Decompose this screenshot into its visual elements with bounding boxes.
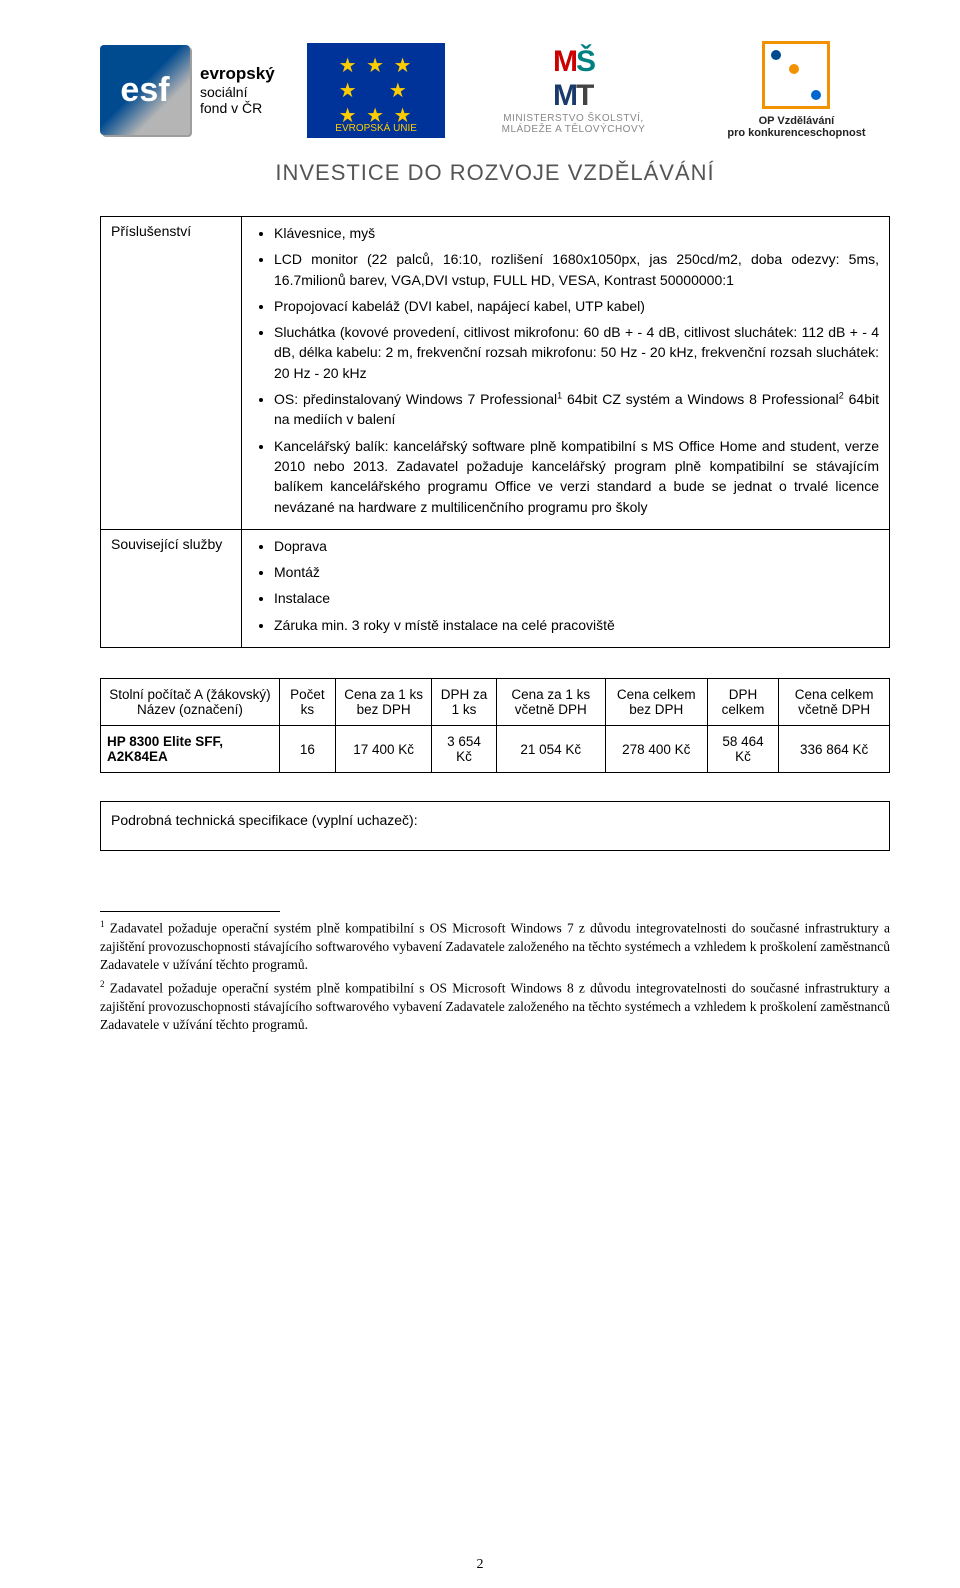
logo-msmt: MŠ MT MINISTERSTVO ŠKOLSTVÍ, MLÁDEŽE A T…: [465, 40, 682, 140]
footnote-1: 1 Zadavatel požaduje operační systém pln…: [100, 918, 890, 974]
logo-esf-line2: sociální: [200, 84, 275, 100]
detail-spec-box: Podrobná technická specifikace (vyplní u…: [100, 801, 890, 851]
spec-row2-label: Související služby: [101, 529, 242, 647]
footnote-2: 2 Zadavatel požaduje operační systém pln…: [100, 978, 890, 1034]
logo-esf-icon: esf: [100, 45, 190, 135]
detail-spec-label: Podrobná technická specifikace (vyplní u…: [111, 812, 418, 828]
logo-esf-caption: evropský sociální fond v ČR: [200, 64, 275, 116]
price-h8: Cena celkem včetně DPH: [779, 679, 890, 726]
list-item: Klávesnice, myš: [274, 223, 879, 243]
price-r1c3: 17 400 Kč: [335, 726, 431, 773]
list-item: OS: předinstalovaný Windows 7 Profession…: [274, 389, 879, 430]
os-text-pre: OS: předinstalovaný Windows 7 Profession…: [274, 391, 557, 407]
list-item: Montáž: [274, 562, 879, 582]
price-r1c7: 58 464 Kč: [707, 726, 779, 773]
msmt-sub1: MINISTERSTVO ŠKOLSTVÍ,: [503, 113, 643, 124]
op-square-icon: [762, 41, 830, 109]
spec-row1-content: Klávesnice, myš LCD monitor (22 palců, 1…: [242, 217, 890, 530]
list-item: LCD monitor (22 palců, 16:10, rozlišení …: [274, 249, 879, 290]
price-h3: Cena za 1 ks bez DPH: [335, 679, 431, 726]
list-item: Kancelářský balík: kancelářský software …: [274, 436, 879, 517]
header-logos: esf evropský sociální fond v ČR ★ ★ ★★ ★…: [100, 40, 890, 140]
price-h2: Počet ks: [279, 679, 335, 726]
spec-row1-label: Příslušenství: [101, 217, 242, 530]
price-h1: Stolní počítač A (žákovský) Název (označ…: [101, 679, 280, 726]
table-row: HP 8300 Elite SFF, A2K84EA 16 17 400 Kč …: [101, 726, 890, 773]
eu-stars-icon: ★ ★ ★★ ★★ ★ ★: [339, 53, 414, 128]
price-r1c5: 21 054 Kč: [496, 726, 605, 773]
investice-heading: INVESTICE DO ROZVOJE VZDĚLÁVÁNÍ: [100, 160, 890, 186]
os-text-mid: 64bit CZ systém a Windows 8 Professional: [562, 391, 839, 407]
price-h7: DPH celkem: [707, 679, 779, 726]
price-r1c1: HP 8300 Elite SFF, A2K84EA: [101, 726, 280, 773]
footnotes: 1 Zadavatel požaduje operační systém pln…: [100, 911, 890, 1034]
table-row: Stolní počítač A (žákovský) Název (označ…: [101, 679, 890, 726]
logo-esf-line3: fond v ČR: [200, 100, 275, 116]
price-r1c4: 3 654 Kč: [432, 726, 496, 773]
op-line1: OP Vzdělávání: [759, 115, 835, 127]
logo-esf-line1: evropský: [200, 64, 275, 84]
logo-esf: esf evropský sociální fond v ČR: [100, 40, 287, 140]
op-line2: pro konkurenceschopnost: [727, 127, 865, 139]
price-r1c8: 336 864 Kč: [779, 726, 890, 773]
price-h6: Cena celkem bez DPH: [605, 679, 707, 726]
price-h5: Cena za 1 ks včetně DPH: [496, 679, 605, 726]
logo-eu: ★ ★ ★★ ★★ ★ ★ EVROPSKÁ UNIE: [307, 43, 445, 138]
list-item: Instalace: [274, 588, 879, 608]
msmt-icon: MŠ MT: [553, 45, 594, 113]
list-item: Doprava: [274, 536, 879, 556]
list-item: Sluchátka (kovové provedení, citlivost m…: [274, 322, 879, 383]
price-r1c6: 278 400 Kč: [605, 726, 707, 773]
msmt-sub2: MLÁDEŽE A TĚLOVÝCHOVY: [502, 124, 646, 135]
price-r1c2: 16: [279, 726, 335, 773]
eu-label: EVROPSKÁ UNIE: [307, 123, 445, 134]
spec-table: Příslušenství Klávesnice, myš LCD monito…: [100, 216, 890, 648]
page-number: 2: [0, 1557, 960, 1573]
footnote-rule: [100, 911, 280, 912]
logo-op: OP Vzdělávání pro konkurenceschopnost: [702, 40, 890, 140]
price-h4: DPH za 1 ks: [432, 679, 496, 726]
price-table: Stolní počítač A (žákovský) Název (označ…: [100, 678, 890, 773]
table-row: Příslušenství Klávesnice, myš LCD monito…: [101, 217, 890, 530]
list-item: Záruka min. 3 roky v místě instalace na …: [274, 615, 879, 635]
logo-esf-text: esf: [120, 71, 169, 110]
table-row: Související služby Doprava Montáž Instal…: [101, 529, 890, 647]
spec-row2-content: Doprava Montáž Instalace Záruka min. 3 r…: [242, 529, 890, 647]
list-item: Propojovací kabeláž (DVI kabel, napájecí…: [274, 296, 879, 316]
